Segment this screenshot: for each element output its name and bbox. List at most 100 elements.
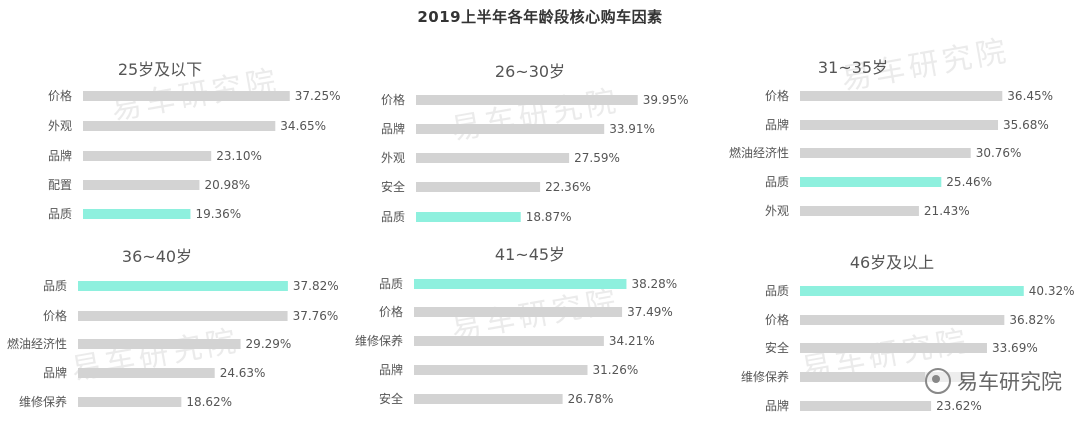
category-label: 维修保养: [741, 369, 789, 384]
bar: [800, 315, 1005, 325]
value-label: 38.28%: [631, 277, 677, 291]
value-label: 21.43%: [924, 204, 970, 218]
category-label: 品牌: [765, 118, 789, 132]
bar: [83, 209, 191, 219]
bar: [83, 180, 200, 190]
brand-text: 易车研究院: [957, 370, 1062, 394]
chart-title: 36~40岁: [122, 247, 192, 266]
bar: [416, 95, 638, 105]
bar: [416, 182, 541, 192]
bar: [83, 121, 276, 131]
category-label: 品牌: [381, 122, 405, 136]
category-label: 品质: [765, 284, 789, 298]
bar: [800, 177, 942, 187]
bar: [414, 307, 623, 317]
value-label: 30.76%: [976, 146, 1022, 160]
bar: [416, 153, 570, 163]
value-label: 36.82%: [1009, 313, 1055, 327]
value-label: 23.10%: [216, 149, 262, 163]
brand-logo: 易车研究院: [925, 366, 1062, 396]
category-label: 价格: [43, 308, 67, 323]
value-label: 18.62%: [186, 395, 232, 409]
value-label: 39.95%: [643, 93, 689, 107]
value-label: 31.26%: [592, 363, 638, 377]
bar: [800, 286, 1024, 296]
category-label: 价格: [765, 312, 789, 327]
page-title: 2019上半年各年龄段核心购车因素: [417, 8, 663, 26]
bar: [800, 148, 971, 158]
chart-title: 26~30岁: [495, 62, 565, 81]
bar: [78, 397, 182, 407]
category-label: 燃油经济性: [7, 336, 67, 351]
category-label: 维修保养: [355, 333, 403, 348]
bar: [800, 372, 965, 382]
bar: [414, 336, 604, 346]
category-label: 品质: [48, 207, 72, 221]
bar: [414, 279, 627, 289]
chart-title: 46岁及以上: [850, 253, 934, 272]
category-label: 价格: [379, 304, 403, 319]
value-label: 27.59%: [574, 151, 620, 165]
wechat-icon: [925, 368, 951, 394]
category-label: 外观: [381, 151, 405, 165]
chart-title: 25岁及以下: [118, 60, 202, 79]
value-label: 19.36%: [195, 207, 241, 221]
category-label: 品牌: [765, 399, 789, 413]
category-label: 品牌: [43, 366, 67, 380]
bar: [83, 91, 290, 101]
value-label: 20.98%: [204, 178, 250, 192]
category-label: 安全: [381, 179, 405, 194]
category-label: 品质: [381, 210, 405, 224]
category-label: 品牌: [379, 363, 403, 377]
value-label: 33.69%: [992, 341, 1038, 355]
category-label: 安全: [379, 391, 403, 406]
value-label: 34.65%: [280, 119, 326, 133]
category-label: 品质: [43, 279, 67, 293]
bar: [78, 368, 215, 378]
category-label: 外观: [765, 204, 789, 218]
bar: [800, 120, 999, 130]
bar: [414, 365, 588, 375]
category-label: 品质: [379, 277, 403, 291]
value-label: 37.49%: [627, 305, 673, 319]
category-label: 价格: [48, 88, 72, 103]
category-label: 燃油经济性: [729, 145, 789, 160]
category-label: 品牌: [48, 149, 72, 163]
category-label: 价格: [765, 88, 789, 103]
value-label: 29.29%: [246, 337, 292, 351]
bar: [78, 339, 241, 349]
bar: [78, 311, 288, 321]
bar: [800, 401, 932, 411]
value-label: 37.25%: [295, 89, 341, 103]
bar: [83, 151, 212, 161]
bar: [800, 343, 987, 353]
bar: [800, 91, 1003, 101]
bar: [800, 206, 919, 216]
category-label: 维修保养: [19, 394, 67, 409]
value-label: 34.21%: [609, 334, 655, 348]
value-label: 40.32%: [1029, 284, 1075, 298]
category-label: 品质: [765, 175, 789, 189]
chart-title: 31~35岁: [818, 58, 888, 77]
category-label: 安全: [765, 340, 789, 355]
value-label: 35.68%: [1003, 118, 1049, 132]
value-label: 37.76%: [293, 309, 339, 323]
category-label: 外观: [48, 119, 72, 133]
value-label: 18.87%: [526, 210, 572, 224]
value-label: 33.91%: [609, 122, 655, 136]
value-label: 24.63%: [220, 366, 266, 380]
bar: [416, 212, 521, 222]
value-label: 22.36%: [545, 180, 591, 194]
bar: [416, 124, 605, 134]
value-label: 23.62%: [936, 399, 982, 413]
bar: [414, 394, 563, 404]
value-label: 36.45%: [1007, 89, 1053, 103]
bar: [78, 281, 288, 291]
value-label: 25.46%: [946, 175, 992, 189]
value-label: 26.78%: [568, 392, 614, 406]
value-label: 37.82%: [293, 279, 339, 293]
chart-title: 41~45岁: [495, 245, 565, 264]
category-label: 价格: [381, 92, 405, 107]
category-label: 配置: [48, 178, 72, 192]
